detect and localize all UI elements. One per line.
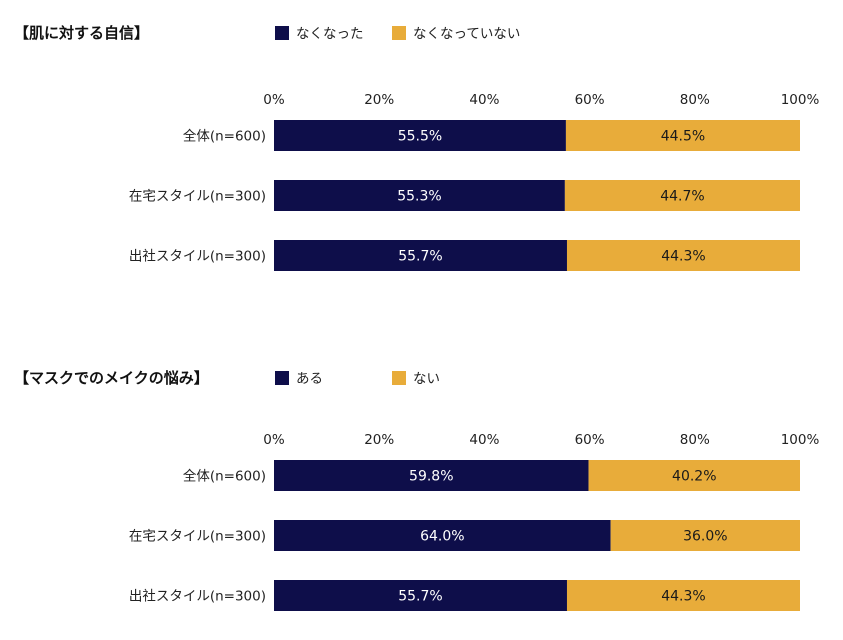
- bar-segment-1: [274, 460, 589, 491]
- x-tick-label: 40%: [469, 92, 499, 108]
- bar-segment-1: [274, 120, 566, 151]
- data-label: 59.8%: [409, 469, 453, 485]
- legend-swatch-2: [392, 371, 406, 385]
- legend-label-1: なくなった: [296, 26, 364, 42]
- data-label: 55.5%: [398, 129, 442, 145]
- chart-title: 【マスクでのメイクの悩み】: [14, 369, 209, 387]
- bar-segment-2: [564, 180, 800, 211]
- data-label: 55.7%: [398, 589, 442, 605]
- data-label: 44.3%: [661, 249, 705, 265]
- bar-segment-2: [566, 240, 800, 271]
- legend-swatch-1: [275, 26, 289, 40]
- data-label: 44.7%: [660, 189, 704, 205]
- legend-swatch-1: [275, 371, 289, 385]
- x-tick-label: 100%: [781, 92, 820, 108]
- x-tick-label: 80%: [680, 92, 710, 108]
- category-label: 在宅スタイル(n=300): [129, 189, 266, 205]
- bar-segment-2: [565, 120, 800, 151]
- category-label: 全体(n=600): [183, 128, 266, 145]
- category-label: 全体(n=600): [183, 468, 266, 485]
- x-tick-label: 80%: [680, 432, 710, 448]
- legend-label-1: ある: [296, 371, 323, 387]
- category-label: 出社スタイル(n=300): [129, 589, 266, 605]
- x-tick-label: 40%: [469, 432, 499, 448]
- bar-segment-2: [588, 460, 800, 491]
- data-label: 44.5%: [661, 129, 705, 145]
- bar-segment-1: [274, 180, 565, 211]
- legend-label-2: ない: [413, 371, 440, 387]
- x-tick-label: 100%: [781, 432, 820, 448]
- data-label: 40.2%: [672, 469, 716, 485]
- bar-segment-2: [566, 580, 800, 611]
- chart-title: 【肌に対する自信】: [14, 24, 149, 42]
- bar-segment-1: [274, 580, 567, 611]
- category-label: 出社スタイル(n=300): [129, 249, 266, 265]
- bar-segment-2: [610, 520, 800, 551]
- category-label: 在宅スタイル(n=300): [129, 529, 266, 545]
- x-tick-label: 0%: [263, 432, 285, 448]
- bar-segment-1: [274, 240, 567, 271]
- data-label: 55.7%: [398, 249, 442, 265]
- legend-label-2: なくなっていない: [413, 26, 520, 42]
- data-label: 44.3%: [661, 589, 705, 605]
- legend-swatch-2: [392, 26, 406, 40]
- x-tick-label: 20%: [364, 92, 394, 108]
- x-tick-label: 20%: [364, 432, 394, 448]
- bar-segment-1: [274, 520, 611, 551]
- x-tick-label: 0%: [263, 92, 285, 108]
- data-label: 64.0%: [420, 529, 464, 545]
- data-label: 55.3%: [397, 189, 441, 205]
- x-tick-label: 60%: [575, 92, 605, 108]
- x-tick-label: 60%: [575, 432, 605, 448]
- data-label: 36.0%: [683, 529, 727, 545]
